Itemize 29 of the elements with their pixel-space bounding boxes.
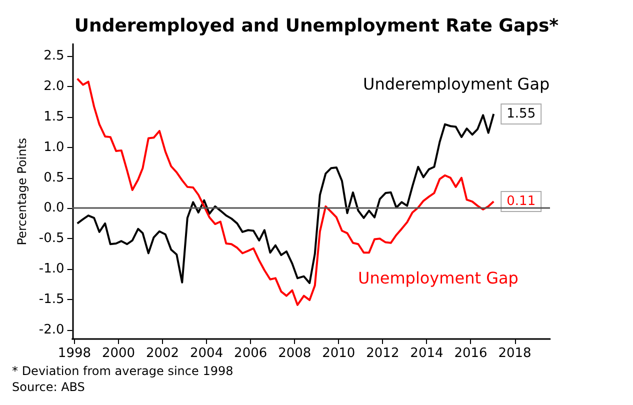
x-tick-label: 2000 — [102, 346, 136, 361]
y-tick-label: -0.5 — [38, 231, 64, 246]
chart-title: Underemployed and Unemployment Rate Gaps* — [74, 16, 560, 36]
y-axis-title: Percentage Points — [15, 138, 29, 246]
data-label: 1.55 — [506, 106, 536, 122]
source-note: Source: ABS — [12, 380, 85, 394]
x-tick-label: 2016 — [454, 346, 488, 361]
y-tick-label: 0.5 — [44, 170, 64, 186]
y-tick-label: 2.0 — [44, 79, 64, 94]
x-tick-label: 2012 — [366, 346, 400, 361]
text: Underemployment Gap — [363, 74, 550, 94]
series-label: Unemployment Gap — [358, 268, 518, 288]
y-tick-label: 2.5 — [44, 48, 64, 64]
y-tick-label: -2.0 — [38, 322, 64, 338]
x-tick-label: 2006 — [234, 346, 268, 361]
data-label: 0.11 — [506, 194, 536, 210]
y-tick-label: 0.0 — [44, 200, 64, 216]
x-tick-label: 2004 — [190, 346, 224, 361]
x-tick-label: 2008 — [278, 346, 312, 361]
y-tick-label: -1.0 — [38, 262, 64, 277]
x-tick-label: 2010 — [322, 346, 356, 361]
y-tick-label: 1.0 — [44, 140, 64, 155]
y-tick-label: -1.5 — [38, 292, 64, 307]
x-tick-label: 2002 — [146, 346, 180, 361]
x-tick-label: 2014 — [410, 346, 444, 361]
text: * Deviation from average since 1998 — [12, 364, 234, 378]
y-tick-label: 1.5 — [44, 109, 64, 124]
x-tick-label: 2018 — [498, 346, 532, 361]
x-tick-label: 1998 — [58, 346, 92, 361]
